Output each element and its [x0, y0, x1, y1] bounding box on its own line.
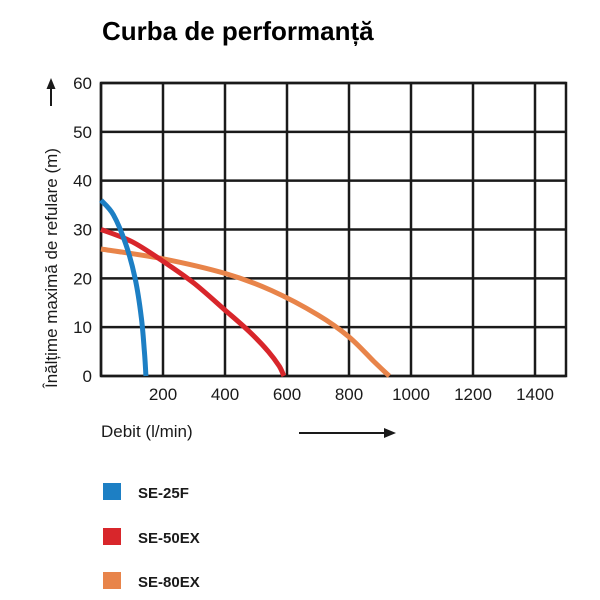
- legend-label-se-50ex: SE-50EX: [138, 530, 200, 547]
- x-tick-label: 200: [149, 385, 177, 404]
- x-tick-labels: 200 400 600 800 1000 1200 1400: [149, 385, 554, 404]
- series-line-se-50ex: [100, 227, 287, 378]
- series-line-se-25f: [99, 198, 149, 377]
- chart-grid: [99, 81, 568, 378]
- x-axis-arrow: [299, 428, 396, 438]
- legend: SE-25F SE-50EX SE-80EX: [103, 483, 200, 591]
- y-tick-label: 30: [73, 221, 92, 240]
- legend-swatch-se-25f: [103, 483, 121, 500]
- x-tick-label: 1400: [516, 385, 554, 404]
- y-tick-label: 40: [73, 172, 92, 191]
- y-axis-arrow: [46, 78, 56, 106]
- legend-label-se-80ex: SE-80EX: [138, 574, 200, 591]
- legend-swatch-se-50ex: [103, 528, 121, 545]
- y-tick-labels: 0 10 20 30 40 50 60: [73, 74, 92, 386]
- legend-label-se-25f: SE-25F: [138, 485, 189, 502]
- x-tick-label: 600: [273, 385, 301, 404]
- x-tick-label: 1200: [454, 385, 492, 404]
- y-axis-label: Înălțime maximă de refulare (m): [42, 148, 61, 389]
- y-axis-title: Înălțime maximă de refulare (m): [42, 148, 61, 389]
- y-tick-label: 20: [73, 269, 92, 288]
- y-tick-label: 0: [83, 367, 92, 386]
- x-axis-label: Debit (l/min): [101, 422, 193, 441]
- chart-title: Curba de performanță: [102, 16, 374, 46]
- curves: [99, 198, 391, 378]
- x-tick-label: 1000: [392, 385, 430, 404]
- y-tick-label: 50: [73, 123, 92, 142]
- y-tick-label: 10: [73, 318, 92, 337]
- x-tick-label: 400: [211, 385, 239, 404]
- y-tick-label: 60: [73, 74, 92, 93]
- series-line-se-80ex: [100, 246, 391, 378]
- legend-swatch-se-80ex: [103, 572, 121, 589]
- x-tick-label: 800: [335, 385, 363, 404]
